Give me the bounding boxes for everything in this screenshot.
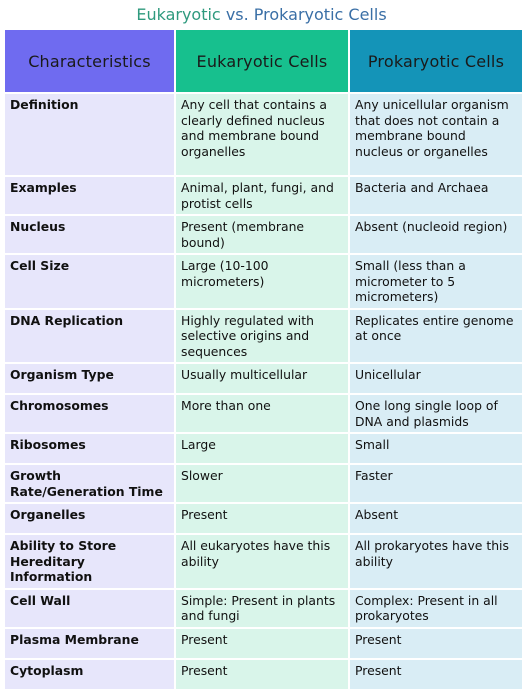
eukaryotic-cell: Large [176,434,348,463]
prokaryotic-cell: Present [350,659,522,689]
prokaryotic-cell: Unicellular [350,364,522,393]
eukaryotic-cell: Usually multicellular [176,364,348,393]
prokaryotic-cell: Complex: Present in all prokaryotes [350,589,522,627]
table-row: DNA Replication Highly regulated with se… [5,309,522,362]
characteristic-cell: Cell Wall [5,589,174,627]
characteristic-cell: Nucleus [5,216,174,253]
header-characteristics: Characteristics [5,30,174,92]
prokaryotic-cell: Bacteria and Archaea [350,177,522,214]
characteristic-cell: Organelles [5,504,174,533]
table-row: Chromosomes More than one One long singl… [5,395,522,432]
comparison-table: Characteristics Eukaryotic Cells Prokary… [3,28,523,691]
characteristic-cell: Organism Type [5,364,174,393]
eukaryotic-cell: Large (10-100 micrometers) [176,255,348,308]
eukaryotic-cell: Present [176,504,348,533]
characteristic-cell: DNA Replication [5,309,174,362]
prokaryotic-cell: Any unicellular organism that does not c… [350,94,522,175]
characteristic-cell: Examples [5,177,174,214]
prokaryotic-cell: All prokaryotes have this ability [350,535,522,588]
table-row: Ribosomes Large Small [5,434,522,463]
eukaryotic-cell: Any cell that contains a clearly defined… [176,94,348,175]
prokaryotic-cell: Absent (nucleoid region) [350,216,522,253]
prokaryotic-cell: Small (less than a micrometer to 5 micro… [350,255,522,308]
characteristic-cell: Plasma Membrane [5,628,174,658]
eukaryotic-cell: Present [176,659,348,689]
characteristic-cell: Definition [5,94,174,175]
eukaryotic-cell: Present [176,628,348,658]
title-eukaryotic: Eukaryotic [136,5,221,24]
prokaryotic-cell: Present [350,628,522,658]
table-row: Examples Animal, plant, fungi, and proti… [5,177,522,214]
table-row: Nucleus Present (membrane bound) Absent … [5,216,522,253]
table-row: Plasma Membrane Present Present [5,628,522,658]
header-prokaryotic: Prokaryotic Cells [350,30,522,92]
characteristic-cell: Ribosomes [5,434,174,463]
header-row: Characteristics Eukaryotic Cells Prokary… [5,30,522,92]
table-row: Organelles Present Absent [5,504,522,533]
table-row: Cell Size Large (10-100 micrometers) Sma… [5,255,522,308]
prokaryotic-cell: Replicates entire genome at once [350,309,522,362]
characteristic-cell: Growth Rate/Generation Time [5,465,174,502]
characteristic-cell: Cytoplasm [5,659,174,689]
prokaryotic-cell: One long single loop of DNA and plasmids [350,395,522,432]
prokaryotic-cell: Absent [350,504,522,533]
table-row: Cytoplasm Present Present [5,659,522,689]
eukaryotic-cell: More than one [176,395,348,432]
eukaryotic-cell: All eukaryotes have this ability [176,535,348,588]
table-row: Organism Type Usually multicellular Unic… [5,364,522,393]
eukaryotic-cell: Simple: Present in plants and fungi [176,589,348,627]
header-eukaryotic: Eukaryotic Cells [176,30,348,92]
prokaryotic-cell: Small [350,434,522,463]
title-vs: vs. [225,5,249,24]
table-row: Ability to Store Hereditary Information … [5,535,522,588]
characteristic-cell: Ability to Store Hereditary Information [5,535,174,588]
characteristic-cell: Cell Size [5,255,174,308]
table-row: Growth Rate/Generation Time Slower Faste… [5,465,522,502]
eukaryotic-cell: Animal, plant, fungi, and protist cells [176,177,348,214]
eukaryotic-cell: Present (membrane bound) [176,216,348,253]
page-title: Eukaryotic vs. Prokaryotic Cells [0,0,523,28]
prokaryotic-cell: Faster [350,465,522,502]
eukaryotic-cell: Highly regulated with selective origins … [176,309,348,362]
table-row: Definition Any cell that contains a clea… [5,94,522,175]
eukaryotic-cell: Slower [176,465,348,502]
table-row: Cell Wall Simple: Present in plants and … [5,589,522,627]
title-prokaryotic: Prokaryotic Cells [253,5,387,24]
characteristic-cell: Chromosomes [5,395,174,432]
